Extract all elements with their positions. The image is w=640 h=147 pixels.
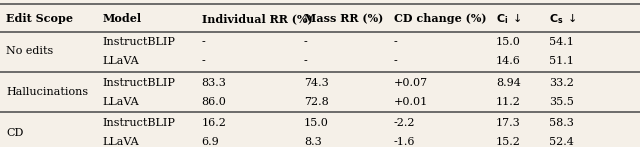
Text: Hallucinations: Hallucinations xyxy=(6,87,88,97)
Text: -: - xyxy=(202,56,205,66)
Text: 74.3: 74.3 xyxy=(304,78,329,88)
Text: LLaVA: LLaVA xyxy=(102,97,139,107)
Text: 83.3: 83.3 xyxy=(202,78,227,88)
Text: Individual RR (%): Individual RR (%) xyxy=(202,13,312,24)
Text: $\mathbf{C_s}$ $\downarrow$: $\mathbf{C_s}$ $\downarrow$ xyxy=(549,11,577,26)
Text: Model: Model xyxy=(102,13,141,24)
Text: -: - xyxy=(304,56,308,66)
Text: InstructBLIP: InstructBLIP xyxy=(102,118,175,128)
Text: -: - xyxy=(394,56,397,66)
Text: 16.2: 16.2 xyxy=(202,118,227,128)
Text: 11.2: 11.2 xyxy=(496,97,521,107)
Text: 54.1: 54.1 xyxy=(549,37,574,47)
Text: 52.4: 52.4 xyxy=(549,137,574,147)
Text: Mass RR (%): Mass RR (%) xyxy=(304,13,383,24)
Text: -: - xyxy=(394,37,397,47)
Text: 33.2: 33.2 xyxy=(549,78,574,88)
Text: 6.9: 6.9 xyxy=(202,137,220,147)
Text: -: - xyxy=(304,37,308,47)
Text: $\mathbf{C_i}$ $\downarrow$: $\mathbf{C_i}$ $\downarrow$ xyxy=(496,11,522,26)
Text: 8.3: 8.3 xyxy=(304,137,322,147)
Text: CD: CD xyxy=(6,128,24,138)
Text: 17.3: 17.3 xyxy=(496,118,521,128)
Text: 58.3: 58.3 xyxy=(549,118,574,128)
Text: 15.0: 15.0 xyxy=(496,37,521,47)
Text: No edits: No edits xyxy=(6,46,54,56)
Text: -2.2: -2.2 xyxy=(394,118,415,128)
Text: -1.6: -1.6 xyxy=(394,137,415,147)
Text: -: - xyxy=(202,37,205,47)
Text: 51.1: 51.1 xyxy=(549,56,574,66)
Text: InstructBLIP: InstructBLIP xyxy=(102,37,175,47)
Text: 15.2: 15.2 xyxy=(496,137,521,147)
Text: LLaVA: LLaVA xyxy=(102,56,139,66)
Text: InstructBLIP: InstructBLIP xyxy=(102,78,175,88)
Text: CD change (%): CD change (%) xyxy=(394,13,486,24)
Text: 15.0: 15.0 xyxy=(304,118,329,128)
Text: 72.8: 72.8 xyxy=(304,97,329,107)
Text: 35.5: 35.5 xyxy=(549,97,574,107)
Text: LLaVA: LLaVA xyxy=(102,137,139,147)
Text: 14.6: 14.6 xyxy=(496,56,521,66)
Text: Edit Scope: Edit Scope xyxy=(6,13,74,24)
Text: 8.94: 8.94 xyxy=(496,78,521,88)
Text: +0.07: +0.07 xyxy=(394,78,428,88)
Text: 86.0: 86.0 xyxy=(202,97,227,107)
Text: +0.01: +0.01 xyxy=(394,97,428,107)
